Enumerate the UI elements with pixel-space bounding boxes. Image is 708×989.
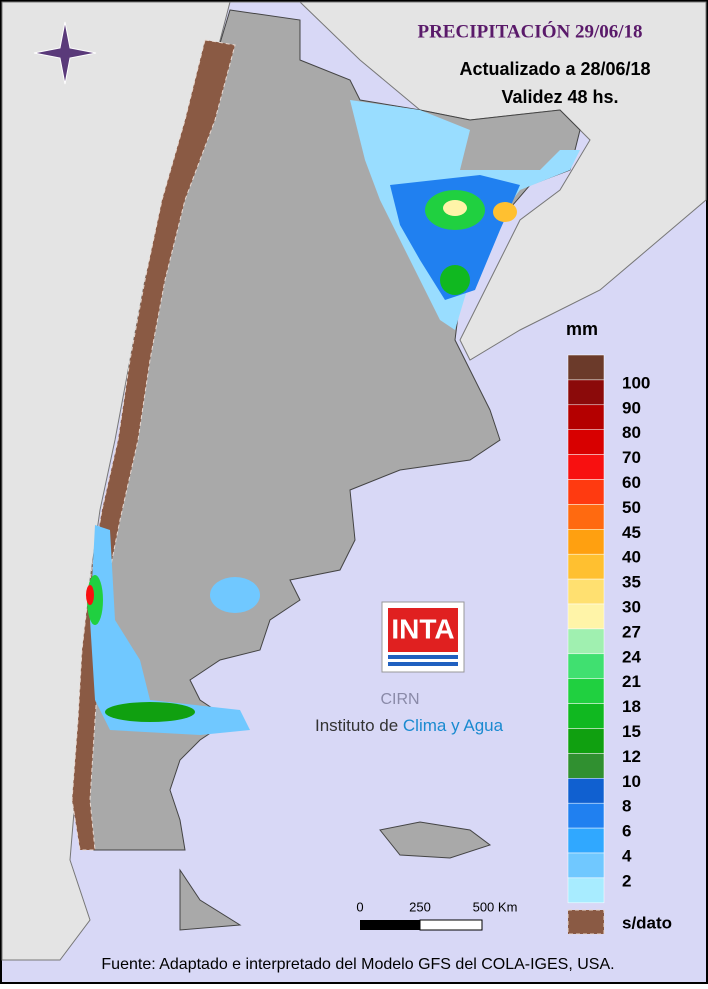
legend-label: 45 [622, 523, 641, 542]
scale-bar [360, 920, 420, 930]
precip-north-peak-2 [493, 202, 517, 222]
legend-swatch [567, 778, 605, 804]
legend-swatch [567, 728, 605, 754]
precip-south-light [90, 525, 250, 735]
legend-label: 27 [622, 622, 641, 641]
legend-swatch [567, 529, 605, 555]
legend-swatch [567, 479, 605, 505]
legend-swatch [567, 678, 605, 704]
legend-label: 18 [622, 697, 641, 716]
precip-central [210, 577, 260, 613]
scale-label: 500 Km [473, 899, 518, 914]
legend-swatch [567, 852, 605, 879]
legend: 100 90 80 70 60 50 45 40 35 30 27 24 21 18 15 12 10 8 6 4 2 [567, 354, 650, 904]
legend-label: 21 [622, 672, 641, 691]
legend-label: 24 [622, 647, 641, 666]
no-data-band [71, 39, 236, 851]
legend-swatch [567, 703, 605, 729]
legend-swatch [567, 753, 605, 779]
legend-swatch [567, 404, 605, 430]
logo-stripe [388, 655, 458, 659]
precip-south-high [105, 702, 195, 722]
precip-west-peak [86, 585, 94, 605]
legend-label: 10 [622, 772, 641, 791]
legend-label: 80 [622, 423, 641, 442]
legend-label: 12 [622, 747, 641, 766]
no-data-swatch [567, 909, 605, 935]
legend-label: 15 [622, 722, 641, 741]
legend-swatch [567, 802, 605, 829]
legend-label: 2 [622, 871, 631, 890]
footer: Fuente: Adaptado e interpretado del Mode… [101, 956, 614, 973]
legend-swatch [567, 429, 605, 455]
tierra-del-fuego [179, 868, 242, 931]
legend-unit: mm [566, 319, 598, 339]
precip-north-mid [390, 175, 520, 300]
precip-north-peak [443, 200, 467, 216]
legend-label: 40 [622, 548, 641, 567]
updated: Actualizado a 28/06/18 [459, 59, 650, 79]
legend-swatch [567, 603, 605, 630]
validity: Validez 48 hs. [501, 87, 618, 107]
legend-label: 90 [622, 398, 641, 417]
logo-institute: Instituto de Clima y Agua [315, 716, 504, 735]
legend-label: 70 [622, 448, 641, 467]
logo-stripe [388, 662, 458, 666]
title: PRECIPITACIÓN 29/06/18 [417, 20, 642, 42]
malvinas [379, 821, 492, 859]
legend-swatch [567, 653, 605, 679]
legend-label: 30 [622, 597, 641, 616]
scale-bar [419, 919, 483, 931]
no-data-label: s/dato [622, 913, 672, 932]
precip-north-high-2 [440, 265, 470, 295]
legend-label: 35 [622, 573, 641, 592]
legend-swatch [567, 354, 605, 381]
legend-swatch [567, 454, 605, 480]
legend-swatch [567, 379, 605, 406]
neighbour-north [2, 1, 707, 361]
legend-label: 100 [622, 373, 650, 392]
legend-swatch [567, 877, 605, 904]
scale-label: 0 [356, 899, 363, 914]
legend-label: 60 [622, 473, 641, 492]
legend-swatch [567, 553, 605, 580]
legend-swatch [567, 504, 605, 530]
logo-name: INTA [391, 613, 454, 644]
legend-swatch [567, 827, 605, 854]
legend-swatch [567, 578, 605, 605]
legend-label: 4 [622, 846, 632, 865]
legend-label: 50 [622, 498, 641, 517]
compass-rose [33, 21, 97, 85]
scale-label: 250 [409, 899, 431, 914]
legend-swatch [567, 628, 605, 655]
legend-label: 6 [622, 822, 631, 841]
logo-red [388, 608, 458, 652]
legend-label: 8 [622, 797, 631, 816]
logo-center: CIRN [380, 691, 419, 708]
